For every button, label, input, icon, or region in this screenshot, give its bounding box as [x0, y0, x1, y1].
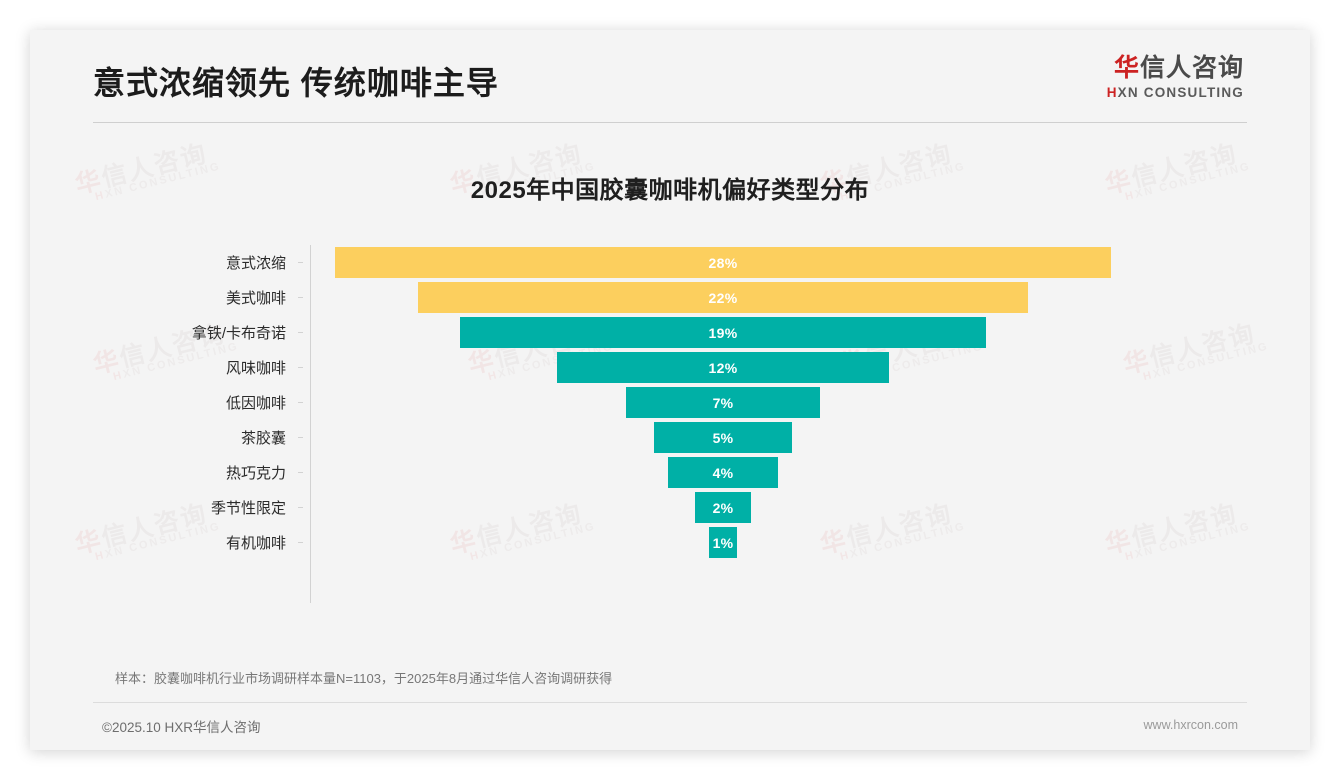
category-label: 拿铁/卡布奇诺 — [191, 325, 286, 342]
header-divider — [93, 122, 1247, 123]
funnel-bar[interactable]: 28% — [335, 247, 1111, 278]
category-label: 低因咖啡 — [225, 395, 286, 412]
category-label: 美式咖啡 — [225, 290, 286, 307]
sample-note: 样本：胶囊咖啡机行业市场调研样本量N=1103，于2025年8月通过华信人咨询调… — [115, 671, 613, 686]
bar-row: 美式咖啡 22% — [30, 280, 1310, 315]
slide-header: 意式浓缩领先 传统咖啡主导 华信人咨询 HXN CONSULTING — [30, 30, 1310, 125]
category-axis-line — [310, 245, 311, 603]
bar-value-label: 5% — [712, 429, 734, 446]
bar-track: 12% — [303, 350, 1310, 385]
bar-row: 低因咖啡 7% — [30, 385, 1310, 420]
axis-tick — [298, 542, 303, 543]
bar-track: 19% — [303, 315, 1310, 350]
category-label: 季节性限定 — [210, 500, 286, 517]
axis-tick — [298, 507, 303, 508]
axis-tick — [298, 262, 303, 263]
bar-value-label: 22% — [708, 289, 738, 306]
funnel-bar[interactable]: 22% — [418, 282, 1028, 313]
axis-tick — [298, 472, 303, 473]
category-label: 意式浓缩 — [225, 255, 286, 272]
copyright-text: ©2025.10 HXR华信人咨询 — [102, 720, 261, 735]
category-label: 有机咖啡 — [225, 535, 286, 552]
axis-tick — [298, 297, 303, 298]
funnel-chart-plot: 意式浓缩 28% 美式咖啡 22% 拿铁/卡布奇诺 19% 风味咖啡 12% 低因咖啡 7% 茶胶囊… — [30, 245, 1310, 605]
funnel-bar[interactable]: 5% — [653, 422, 793, 453]
chart-area: 2025年中国胶囊咖啡机偏好类型分布 意式浓缩 28% 美式咖啡 22% 拿铁/卡布奇诺… — [30, 125, 1310, 650]
chart-title: 2025年中国胶囊咖啡机偏好类型分布 — [470, 177, 870, 204]
bar-row: 风味咖啡 12% — [30, 350, 1310, 385]
bar-list: 意式浓缩 28% 美式咖啡 22% 拿铁/卡布奇诺 19% 风味咖啡 12% 低因咖啡 7% 茶胶囊… — [30, 245, 1310, 560]
slide-footer: 样本：胶囊咖啡机行业市场调研样本量N=1103，于2025年8月通过华信人咨询调… — [30, 640, 1310, 750]
bar-track: 28% — [303, 245, 1310, 280]
funnel-bar[interactable]: 7% — [626, 387, 820, 418]
logo-english-text: HXN CONSULTING — [1107, 85, 1244, 100]
bar-row: 意式浓缩 28% — [30, 245, 1310, 280]
axis-tick — [298, 367, 303, 368]
category-label: 风味咖啡 — [225, 360, 286, 377]
bar-value-label: 2% — [712, 499, 734, 516]
bar-row: 季节性限定 2% — [30, 490, 1310, 525]
bar-track: 22% — [303, 280, 1310, 315]
funnel-bar[interactable]: 12% — [556, 352, 890, 383]
logo-chinese-text: 华信人咨询 — [1107, 54, 1244, 83]
footer-divider — [93, 702, 1247, 703]
axis-tick — [298, 402, 303, 403]
bar-value-label: 28% — [708, 254, 738, 271]
bar-row: 拿铁/卡布奇诺 19% — [30, 315, 1310, 350]
category-label: 热巧克力 — [225, 465, 286, 482]
page-title: 意式浓缩领先 传统咖啡主导 — [93, 65, 499, 101]
funnel-bar[interactable]: 4% — [667, 457, 779, 488]
bar-value-label: 19% — [708, 324, 738, 341]
bar-value-label: 4% — [712, 464, 734, 481]
bar-track: 5% — [303, 420, 1310, 455]
bar-row: 热巧克力 4% — [30, 455, 1310, 490]
bar-row: 有机咖啡 1% — [30, 525, 1310, 560]
bar-row: 茶胶囊 5% — [30, 420, 1310, 455]
website-url[interactable]: www.hxrcon.com — [1143, 718, 1238, 732]
bar-track: 7% — [303, 385, 1310, 420]
bar-value-label: 1% — [712, 534, 734, 551]
bar-track: 4% — [303, 455, 1310, 490]
company-logo: 华信人咨询 HXN CONSULTING — [1107, 54, 1244, 100]
logo-cn-red-char: 华 — [1113, 54, 1140, 82]
funnel-bar[interactable]: 2% — [695, 492, 751, 523]
slide-canvas: 华信人咨询 HXN CONSULTING 华信人咨询 HXN CONSULTING 华信… — [30, 30, 1310, 750]
logo-en-rest: XN CONSULTING — [1117, 84, 1244, 100]
funnel-bar[interactable]: 19% — [459, 317, 987, 348]
axis-tick — [298, 332, 303, 333]
axis-tick — [298, 437, 303, 438]
funnel-bar[interactable]: 1% — [709, 527, 737, 558]
bar-value-label: 7% — [712, 394, 734, 411]
logo-cn-rest: 信人咨询 — [1139, 54, 1244, 82]
bar-track: 2% — [303, 490, 1310, 525]
logo-en-red-char: H — [1106, 84, 1118, 100]
bar-value-label: 12% — [708, 359, 738, 376]
category-label: 茶胶囊 — [240, 430, 286, 447]
bar-track: 1% — [303, 525, 1310, 560]
